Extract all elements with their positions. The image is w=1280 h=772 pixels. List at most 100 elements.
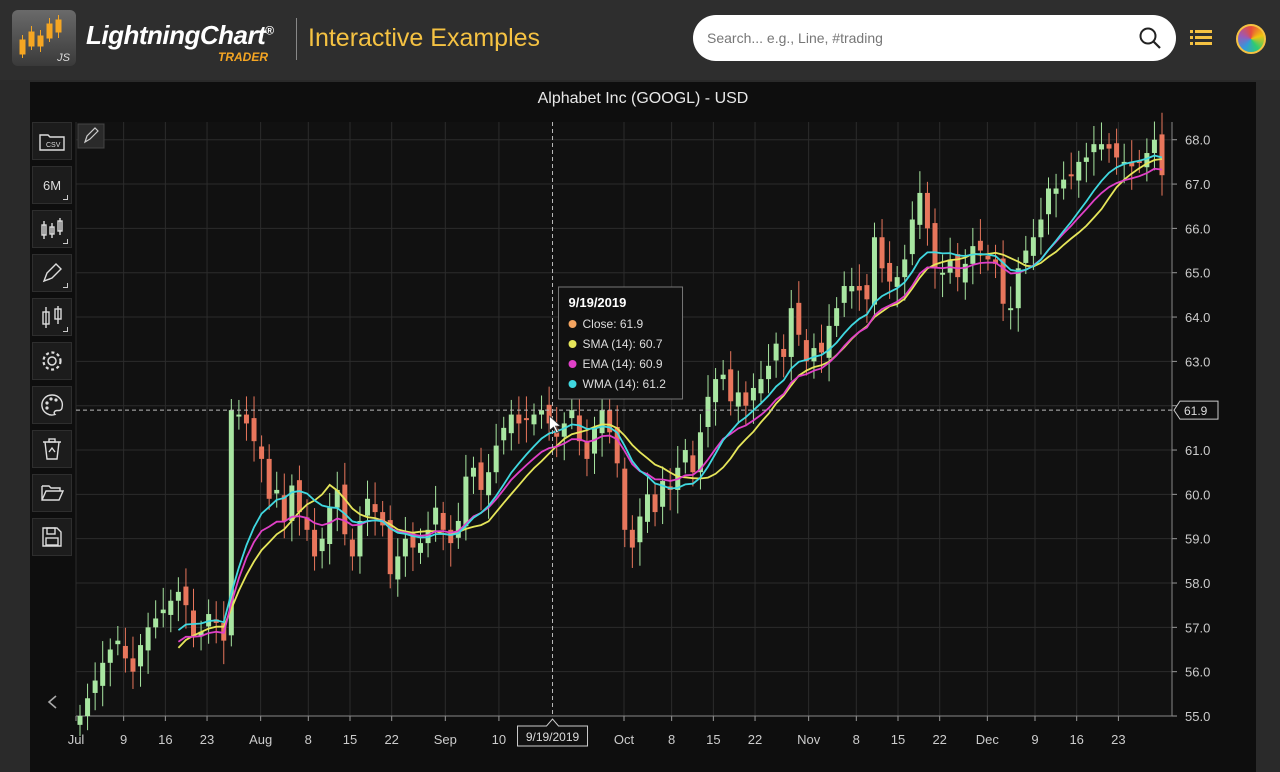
candle-body (849, 286, 855, 292)
candle-body (682, 450, 688, 463)
candle-body (1000, 258, 1006, 304)
x-tick-label: Jul (68, 732, 85, 747)
tooltip-row: EMA (14): 60.9 (583, 357, 663, 371)
chart-title: Alphabet Inc (GOOGL) - USD (537, 90, 749, 107)
search-input[interactable] (707, 25, 1107, 51)
candle-body (713, 379, 719, 403)
candle-body (1091, 144, 1097, 153)
candle-body (175, 591, 181, 601)
candlestick-chart[interactable]: Jul 9 16 23 Aug 8 15 22 Sep 10 Oct 8 15 22 Nov 8 15 22 Dec… (30, 82, 1256, 772)
tooltip-marker-icon (568, 360, 577, 368)
candle-body (826, 325, 832, 358)
candle-body (372, 504, 378, 513)
candle-body (879, 237, 885, 269)
candle-body (841, 286, 847, 303)
candle-body (887, 262, 893, 282)
candle-body (614, 426, 620, 464)
candle-body (243, 414, 249, 424)
tooltip-row: WMA (14): 61.2 (583, 377, 667, 391)
y-tick-label: 55.0 (1185, 709, 1210, 724)
candle-body (410, 533, 416, 548)
lightningchart-logo-icon[interactable]: JS (12, 10, 76, 66)
x-tick-label: 22 (384, 732, 398, 747)
candle-body (894, 277, 900, 287)
candle-body (281, 495, 287, 521)
candle-body (781, 348, 787, 357)
y-tick-label: 65.0 (1185, 266, 1210, 281)
brand-name[interactable]: LightningChart® (86, 20, 274, 51)
crosshair-value-badge (1173, 400, 1219, 420)
drawing-tools-button[interactable] (32, 254, 72, 292)
chart-stage: Jul 9 16 23 Aug 8 15 22 Sep 10 Oct 8 15 22 Nov 8 15 22 Dec… (30, 82, 1256, 772)
x-tick-label: 9 (120, 732, 127, 747)
y-tick-label: 61.0 (1185, 443, 1210, 458)
candle-body (940, 272, 946, 275)
candle-body (576, 415, 582, 442)
x-tick-label: Dec (976, 732, 1000, 747)
candle-body (1038, 219, 1044, 238)
search-box[interactable] (693, 15, 1176, 61)
candle-body (652, 494, 658, 513)
x-tick-label: Oct (614, 732, 635, 747)
save-button[interactable] (32, 518, 72, 556)
candle-body (924, 192, 930, 229)
tooltip-date: 9/19/2019 (569, 295, 627, 310)
candle-body (304, 517, 310, 530)
theme-palette-icon[interactable] (1236, 24, 1266, 54)
candle-body (637, 516, 643, 543)
load-csv-button[interactable]: CSV (32, 122, 72, 160)
section-title[interactable]: Interactive Examples (308, 24, 541, 52)
candle-body (546, 404, 552, 424)
candle-body (100, 662, 106, 686)
settings-button[interactable] (32, 342, 72, 380)
list-menu-icon[interactable] (1190, 28, 1212, 48)
tooltip-marker-icon (568, 320, 577, 328)
candle-body (319, 538, 325, 552)
candle-body (1114, 143, 1120, 158)
indicators-button[interactable] (32, 298, 72, 336)
candle-body (1061, 179, 1067, 189)
candle-body (735, 392, 741, 407)
candle-body (909, 219, 915, 255)
candle-body (92, 680, 98, 693)
tooltip-marker-icon (568, 380, 577, 388)
candle-body (622, 468, 628, 530)
candle-body (1159, 134, 1165, 176)
candle-body (561, 423, 567, 437)
candle-body (312, 529, 318, 557)
header-divider (296, 18, 297, 60)
candle-body (1008, 308, 1014, 311)
candle-body (274, 489, 280, 494)
palette-icon (41, 394, 64, 416)
trash-recycle-icon (43, 438, 61, 460)
candle-body (168, 600, 174, 615)
candle-body (402, 538, 408, 557)
candle-body (145, 627, 151, 651)
candle-body (160, 609, 166, 614)
candle-body (788, 308, 794, 357)
x-tick-label: 16 (1069, 732, 1083, 747)
chart-type-button[interactable] (32, 210, 72, 248)
crosshair-date-label: 9/19/2019 (526, 730, 580, 744)
gear-icon (42, 351, 62, 371)
corner-indicator-icon (63, 283, 68, 288)
wma-series-line (177, 154, 1163, 631)
color-theme-button[interactable] (32, 386, 72, 424)
candle-body (380, 512, 386, 526)
candle-body (1076, 161, 1082, 181)
candle-body (660, 481, 666, 507)
candle-body (395, 556, 401, 580)
sma-series-line (177, 158, 1163, 649)
candle-body (985, 255, 991, 260)
search-icon[interactable] (1138, 26, 1162, 50)
candle-body (690, 455, 696, 473)
timeframe-button[interactable]: 6M (32, 166, 72, 204)
delete-all-button[interactable] (32, 430, 72, 468)
candle-body (107, 649, 113, 663)
candle-body (289, 485, 295, 521)
back-arrow-button[interactable] (46, 694, 58, 715)
crosshair-value-label: 61.9 (1184, 404, 1208, 418)
candle-body (1136, 161, 1142, 164)
open-file-button[interactable] (32, 474, 72, 512)
pencil-icon (83, 127, 99, 144)
